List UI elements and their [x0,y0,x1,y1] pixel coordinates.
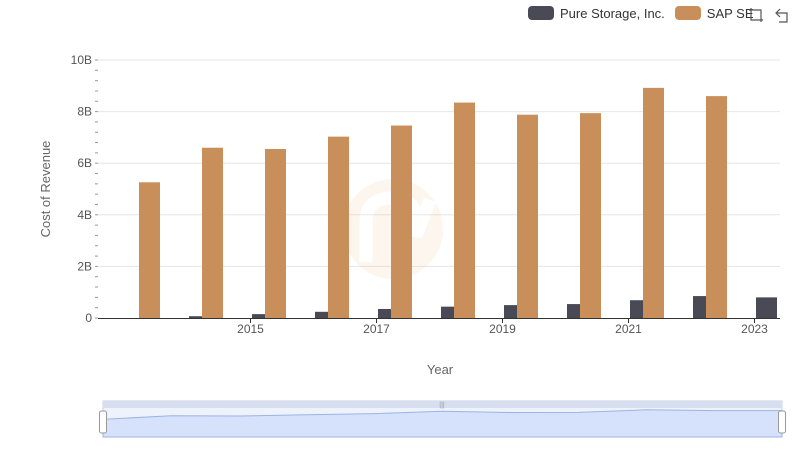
bar-pure-storage-2016[interactable] [252,314,273,318]
x-tick-label: 2015 [237,322,264,336]
x-axis-ticks: 2015 2017 2019 2021 2023 [237,318,768,336]
slider-top-bar[interactable] [103,401,782,408]
bar-pure-storage-2018[interactable] [378,308,399,318]
slider-grip[interactable]: ||| [439,402,445,409]
y-tick-label: 2B [77,259,92,273]
y-axis-title: Cost of Revenue [38,141,53,238]
x-axis-title: Year [427,362,454,377]
x-tick-label: 2021 [615,322,642,336]
legend-item-sap-se[interactable]: SAP SE [674,5,754,21]
x-tick-label: 2019 [489,322,516,336]
bar-sap-se-2023[interactable] [706,96,727,319]
bar-sap-se-2015[interactable] [202,147,223,318]
bar-pure-storage-2019[interactable] [441,306,462,318]
bars [139,87,777,319]
bar-pure-storage-2024[interactable] [756,297,777,318]
bar-pure-storage-2017[interactable] [315,311,336,318]
bar-sap-se-2018[interactable] [391,125,412,318]
x-tick-label: 2023 [741,322,768,336]
legend-swatch-pure-storage [528,6,554,20]
slider-handle-left[interactable] [99,410,107,434]
restore-icon[interactable] [774,7,790,23]
y-tick-label: 8B [77,105,92,119]
y-tick-label: 4B [77,208,92,222]
slider-series-fill [102,409,783,438]
legend: Pure Storage, Inc. SAP SE [528,4,754,22]
slider-handle-right[interactable] [778,410,786,434]
bar-sap-se-2020[interactable] [517,114,538,318]
legend-label-pure-storage: Pure Storage, Inc. [560,5,665,21]
x-tick-label: 2017 [363,322,390,336]
range-slider[interactable]: ||| [99,400,786,438]
bar-sap-se-2021[interactable] [580,113,601,318]
y-tick-label: 0 [85,311,92,325]
legend-item-pure-storage[interactable]: Pure Storage, Inc. [528,6,665,21]
bar-sap-se-2016[interactable] [265,149,286,318]
y-axis-ticks: 0 2B 4B 6B 8B 10B [71,53,98,325]
bar-sap-se-2022[interactable] [643,87,664,318]
y-tick-label: 6B [77,156,92,170]
bar-pure-storage-2015[interactable] [189,316,210,318]
bar-sap-se-2014[interactable] [139,182,160,318]
legend-swatch-sap-se [674,6,701,20]
bar-sap-se-2017[interactable] [328,136,349,318]
legend-label-sap-se: SAP SE [706,5,754,21]
bar-sap-se-2019[interactable] [454,102,475,318]
zoom-icon[interactable] [748,7,764,23]
y-tick-label: 10B [71,53,92,67]
